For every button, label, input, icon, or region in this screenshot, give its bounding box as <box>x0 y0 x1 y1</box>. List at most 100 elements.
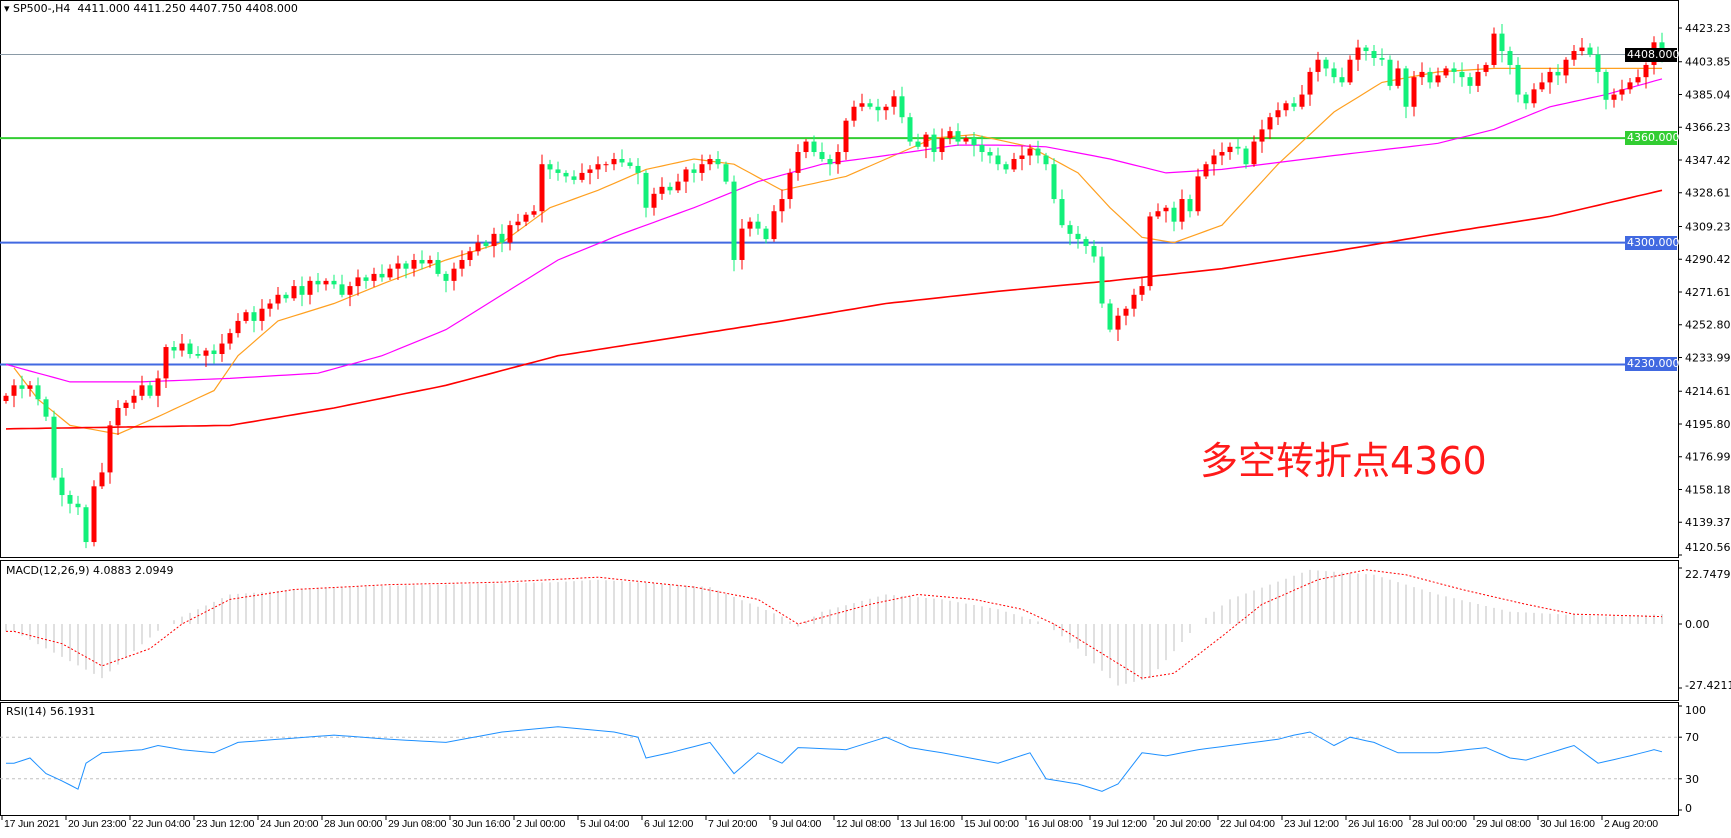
candle <box>987 147 993 164</box>
price-axis-label: 4423.230 <box>1685 22 1731 35</box>
price-axis-label: 4120.560 <box>1685 541 1731 554</box>
candle <box>451 262 457 291</box>
candle <box>395 255 401 280</box>
candle-body <box>1275 110 1281 118</box>
candle <box>771 205 777 242</box>
rsi-axis-label: 30 <box>1685 773 1699 786</box>
candle <box>1627 78 1633 94</box>
candle <box>1299 84 1305 110</box>
candle <box>259 299 265 331</box>
time-axis-label: 17 Jun 2021 <box>4 818 60 830</box>
candle-body <box>251 312 257 321</box>
price-tag-support: 4300.000 <box>1625 235 1680 250</box>
candle-body <box>715 158 721 165</box>
candle <box>851 100 857 127</box>
time-axis-label: 28 Jun 00:00 <box>324 818 383 830</box>
candle <box>1211 149 1217 176</box>
time-axis-label: 13 Jul 16:00 <box>900 818 955 830</box>
candle <box>123 400 129 416</box>
candle <box>283 292 289 303</box>
candle-body <box>1259 129 1265 142</box>
price-axis-label: 4403.850 <box>1685 56 1731 69</box>
candle <box>1507 46 1513 75</box>
candle-body <box>1115 315 1121 330</box>
candle-body <box>651 193 657 208</box>
candle <box>1203 161 1209 180</box>
candle <box>1467 72 1473 94</box>
candle <box>171 340 177 359</box>
candle <box>1635 69 1641 85</box>
candle <box>907 112 913 146</box>
macd-axis-label: 22.7479 <box>1685 568 1731 581</box>
candle-body <box>299 286 305 295</box>
candle-body <box>1291 103 1297 107</box>
candle-body <box>507 225 513 243</box>
candle <box>875 98 881 122</box>
candle <box>163 344 169 388</box>
time-axis-label: 28 Jul 00:00 <box>1412 818 1467 830</box>
time-axis-label: 5 Jul 04:00 <box>580 818 630 830</box>
candle-body <box>67 495 73 504</box>
candle-body <box>1019 155 1025 159</box>
candle <box>755 213 761 235</box>
candle-body <box>1323 59 1329 69</box>
candle-body <box>1059 199 1065 226</box>
candle-body <box>1299 94 1305 107</box>
candle-body <box>1427 71 1433 83</box>
candle <box>1371 44 1377 66</box>
candle <box>731 175 737 272</box>
candle <box>115 400 121 435</box>
candle-body <box>1635 77 1641 83</box>
candle-body <box>1403 68 1409 107</box>
candle <box>363 274 369 289</box>
candle-body <box>1051 164 1057 200</box>
candle-body <box>1315 59 1321 72</box>
price-axis-label: 4158.180 <box>1685 483 1731 496</box>
candle-body <box>1227 146 1233 153</box>
candle-body <box>195 353 201 356</box>
candle-body <box>667 186 673 191</box>
candle <box>371 267 377 287</box>
candle <box>11 379 17 408</box>
candle-body <box>283 294 289 299</box>
candle <box>107 421 113 484</box>
candle-body <box>99 472 105 487</box>
candle-body <box>179 343 185 351</box>
candle <box>603 161 609 173</box>
candle <box>1267 112 1273 139</box>
candle <box>355 269 361 296</box>
candle <box>331 274 337 289</box>
candle <box>1035 140 1041 164</box>
candle-body <box>1043 155 1049 165</box>
symbol-label: SP500-,H4 <box>13 2 71 15</box>
candle-body <box>675 181 681 191</box>
candle-body <box>1603 71 1609 100</box>
time-axis-label: 9 Jul 04:00 <box>772 818 822 830</box>
candle-body <box>1091 246 1097 257</box>
candle <box>19 375 25 399</box>
candle <box>1051 158 1057 204</box>
candle <box>3 393 9 404</box>
candle <box>1259 119 1265 153</box>
main-panel <box>0 0 1679 558</box>
candle <box>291 279 297 301</box>
candle-body <box>595 164 601 170</box>
candle-body <box>1099 256 1105 304</box>
candle-body <box>1267 117 1273 130</box>
candle <box>971 132 977 157</box>
candle-body <box>723 164 729 182</box>
candle <box>315 273 321 293</box>
collapse-triangle-icon[interactable]: ▾ <box>4 2 10 15</box>
candle-body <box>1419 71 1425 78</box>
price-axis-label: 4347.420 <box>1685 154 1731 167</box>
candle-body <box>835 152 841 165</box>
candle-body <box>1499 33 1505 52</box>
time-axis-label: 29 Jun 08:00 <box>388 818 447 830</box>
candle-body <box>619 158 625 163</box>
candle-body <box>1075 233 1081 240</box>
candle <box>1131 288 1137 317</box>
candle-body <box>387 268 393 278</box>
candle-body <box>115 407 121 426</box>
candle <box>611 152 617 171</box>
macd-title: MACD(12,26,9) 4.0883 2.0949 <box>6 564 174 577</box>
